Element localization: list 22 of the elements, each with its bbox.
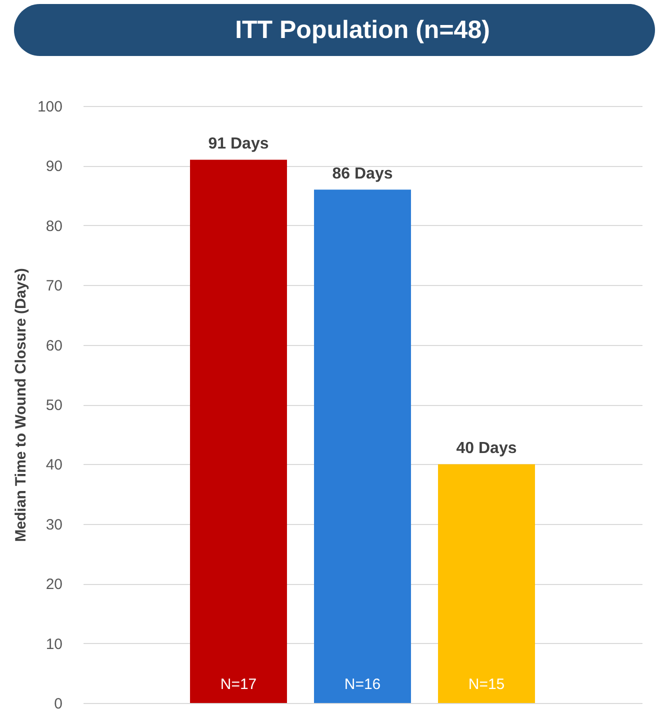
annotation: N=15 (468, 676, 505, 693)
bar (438, 464, 535, 703)
y-tick-label: 90 (46, 158, 62, 176)
data-label: 91 Days (208, 136, 269, 153)
data-label: 86 Days (332, 166, 393, 183)
annotation: N=16 (344, 676, 381, 693)
y-tick-label: 10 (46, 636, 62, 653)
bar (314, 190, 411, 703)
data-label: 40 Days (456, 440, 517, 458)
y-tick-label: 80 (46, 218, 62, 235)
y-tick-label: 50 (46, 397, 62, 414)
y-tick-label: 60 (46, 337, 62, 354)
bar (190, 160, 287, 703)
annotation: N=17 (220, 676, 257, 693)
y-tick-label: 0 (54, 696, 62, 712)
y-tick-label: 30 (46, 516, 62, 534)
y-tick-label: 20 (46, 576, 62, 594)
y-tick-label: 40 (46, 456, 62, 474)
y-tick-label: 100 (37, 98, 62, 116)
chart-title: ITT Population (n=48) (235, 16, 490, 44)
y-axis-title: Median Time to Wound Closure (Days) (12, 268, 30, 542)
y-tick-label: 70 (46, 278, 62, 295)
